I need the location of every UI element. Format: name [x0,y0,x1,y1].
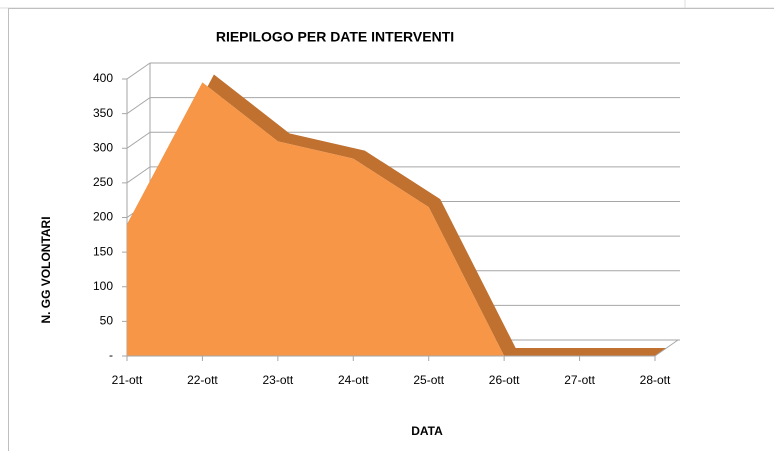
y-tick [126,62,151,80]
y-tick-label: 350 [93,106,113,120]
y-tick-label: 250 [93,175,113,189]
x-tick-label: 28-ott [640,373,671,387]
area [127,82,655,357]
y-tick-label: - [109,348,113,362]
chart-title: RIEPILOGO PER DATE INTERVENTI [216,29,454,45]
x-tick-label: 24-ott [338,373,369,387]
x-tick-label: 23-ott [263,373,294,387]
x-tick-label: 22-ott [187,373,218,387]
floor-edge [654,339,679,357]
y-axis-title: N. GG VOLONTARI [39,216,53,323]
x-tick-label: 27-ott [564,373,595,387]
y-tick-label: 150 [93,244,113,258]
y-tick-label: 300 [93,140,113,154]
x-tick-label: 25-ott [413,373,444,387]
x-axis-title: DATA [411,424,443,438]
y-tick-label: 200 [93,210,113,224]
y-tick-label: 400 [93,71,113,85]
y-tick-label: 50 [100,314,114,328]
y-tick [126,131,151,149]
y-tick [126,166,151,184]
y-tick-label: 100 [93,279,113,293]
y-tick [126,97,151,115]
x-tick-label: 26-ott [489,373,520,387]
x-tick-label: 21-ott [112,373,143,387]
